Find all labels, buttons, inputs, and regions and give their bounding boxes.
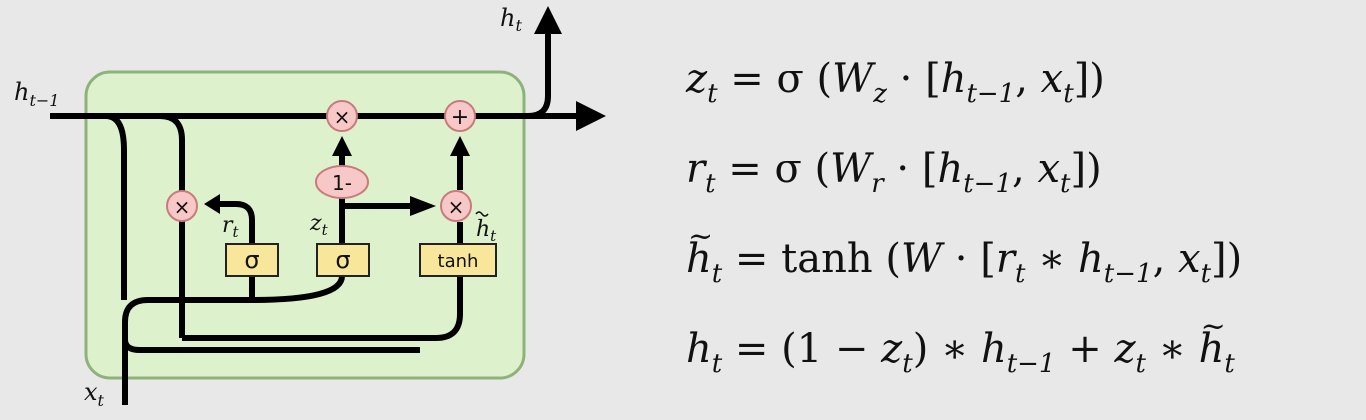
equation-candidate: ht = tanh (W · [rt ∗ ht−1, xt]): [686, 202, 1242, 314]
output-arrowhead: [534, 6, 562, 34]
label-h-prev: ht−1: [14, 78, 59, 110]
multiply-symbol: ×: [448, 195, 465, 219]
label-z: zt: [309, 211, 329, 239]
equation-hidden-state: ht = (1 − zt) ∗ ht−1 + zt ∗ ht: [686, 292, 1242, 404]
label-h-out: ht: [500, 4, 522, 35]
equation-reset-gate: rt = σ (Wr · [ht−1, xt]): [686, 146, 1102, 199]
multiply-symbol: ×: [174, 195, 191, 219]
equations: zt = σ (Wz · [ht−1, xt]) rt = σ (Wr · [h…: [686, 44, 1242, 404]
sigma-label: σ: [244, 246, 259, 274]
add-op: +: [444, 100, 476, 132]
sigma-label: σ: [335, 246, 350, 274]
multiply-symbol: ×: [334, 105, 351, 129]
equation-update-gate: zt = σ (Wz · [ht−1, xt]): [686, 56, 1105, 109]
internal-arrowheads: [204, 136, 470, 216]
gru-cell-diagram: × + × × 1- σ σ tanh ht ht−1 xt rt zt ht: [14, 4, 606, 410]
hidden-state-arrowhead: [576, 101, 606, 131]
label-x-in: xt: [84, 378, 105, 410]
label-r: rt: [222, 213, 240, 241]
one-minus-op: 1-: [315, 165, 369, 199]
add-symbol: +: [451, 105, 469, 130]
candidate-gate: tanh: [419, 243, 497, 277]
tanh-label: tanh: [438, 251, 479, 272]
update-gate: σ: [316, 243, 370, 277]
multiply-op-reset: ×: [166, 190, 198, 222]
label-htilde: ht: [475, 211, 497, 245]
reset-gate: σ: [225, 243, 279, 277]
one-minus-symbol: 1-: [332, 171, 352, 195]
hidden-state-line: [50, 34, 576, 119]
svg-text:ht: ht: [476, 217, 497, 245]
multiply-op-candidate: ×: [440, 190, 472, 222]
internal-wiring: [105, 113, 463, 405]
multiply-op-top: ×: [326, 100, 358, 132]
